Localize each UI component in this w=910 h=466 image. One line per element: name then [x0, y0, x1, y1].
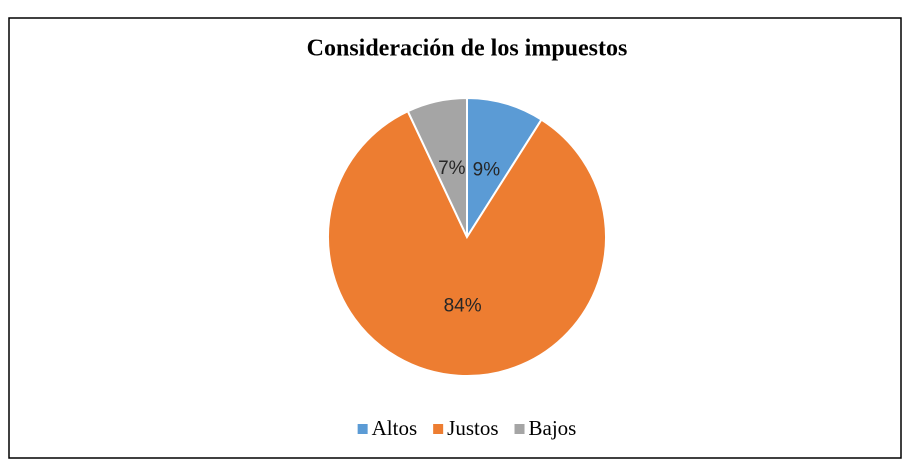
data-label: 84%	[444, 295, 482, 316]
legend-label: Altos	[372, 416, 418, 440]
legend-marker	[433, 424, 444, 434]
chart-title: Consideración de los impuestos	[307, 36, 628, 62]
legend-label: Bajos	[529, 416, 577, 440]
data-label: 7%	[438, 158, 466, 179]
data-label: 9%	[473, 159, 501, 180]
pie-slice	[327, 109, 607, 377]
pie-slice	[406, 96, 468, 238]
legend-label: Justos	[447, 416, 498, 440]
pie-slice	[466, 96, 543, 241]
legend-marker	[357, 424, 368, 434]
legend-marker	[514, 424, 525, 434]
